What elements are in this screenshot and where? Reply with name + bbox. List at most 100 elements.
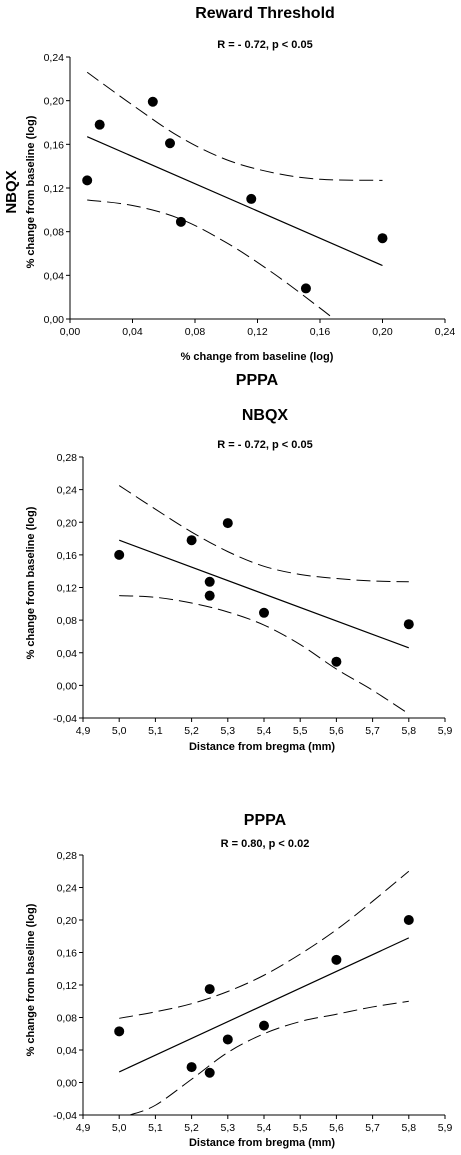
x-tick-label: 0,24 (435, 326, 456, 338)
y-tick-label: 0,08 (57, 615, 78, 627)
data-point (331, 954, 342, 965)
plot-marks (86, 71, 383, 319)
x-tick-label: 5,8 (401, 725, 416, 737)
x-tick-label: 5,4 (257, 725, 272, 737)
x-tick-label: 5,0 (112, 725, 127, 737)
y-tick-label: 0,08 (44, 227, 65, 239)
y-tick-label: 0,28 (57, 850, 78, 862)
ci-upper-curve (119, 870, 410, 1019)
x-tick-label: 5,5 (293, 725, 308, 737)
plot-area: 0,00 0,04 0,08 0,12 0,16 0,20 0,24 0,00 0,04 0,08… (44, 52, 456, 338)
ci-lower-curve (129, 1000, 409, 1115)
chart-title: NBQX (242, 407, 289, 424)
data-point (403, 619, 414, 630)
ci-lower-curve (119, 595, 410, 715)
x-tick-label: 0,08 (185, 326, 206, 338)
data-point (186, 1062, 197, 1073)
x-tick-label: 5,9 (438, 725, 453, 737)
panel-nbqx: NBQX R = - 0.72, p < 0.05 % change from … (25, 407, 452, 753)
data-point (175, 216, 186, 227)
x-tick-label: 5,9 (438, 1122, 453, 1134)
y-tick-label: 0,16 (57, 550, 78, 562)
data-point (204, 1067, 215, 1078)
data-point (114, 549, 125, 560)
x-tick-label: 5,4 (257, 1122, 272, 1134)
plot-marks (118, 485, 410, 715)
chart-title: Reward Threshold (195, 5, 335, 22)
x-tick-label: 5,3 (220, 1122, 235, 1134)
data-point (403, 915, 414, 925)
x-axis-label: Distance from bregma (mm) (189, 741, 335, 753)
x-tick-label: 5,8 (401, 1122, 416, 1134)
data-point (94, 119, 105, 130)
x-tick-label: 5,1 (148, 1122, 163, 1134)
x-tick-label: 0,04 (122, 326, 143, 338)
x-tick-label: 5,3 (220, 725, 235, 737)
y-tick-label: 0,24 (57, 485, 78, 497)
stat-text: R = - 0.72, p < 0.05 (217, 439, 312, 451)
data-point (82, 175, 93, 186)
y-tick-label: 0,24 (57, 883, 78, 895)
y-tick-label: 0,00 (44, 314, 65, 326)
data-point (331, 656, 342, 667)
bottom-label: PPPA (236, 372, 279, 389)
ci-upper-curve (118, 485, 409, 583)
y-tick-label: 0,24 (44, 52, 65, 64)
data-point (246, 193, 257, 204)
data-point (222, 518, 233, 529)
data-point (204, 984, 215, 995)
y-axis-label: % change from baseline (log) (25, 506, 37, 659)
y-tick-label: 0,12 (57, 583, 78, 595)
data-point (204, 590, 215, 601)
side-label: NBQX (3, 170, 20, 213)
regression-line (118, 539, 410, 649)
y-tick-label: 0,20 (44, 96, 65, 108)
x-tick-label: 4,9 (76, 725, 91, 737)
data-point (114, 1026, 125, 1037)
y-tick-label: 0,08 (57, 1013, 78, 1025)
y-tick-label: 0,00 (57, 1078, 78, 1090)
y-axis-label: % change from baseline (log) (25, 903, 37, 1056)
y-tick-label: 0,12 (57, 980, 78, 992)
x-tick-label: 0,00 (60, 326, 81, 338)
x-tick-label: 5,2 (184, 1122, 199, 1134)
plot-marks (118, 870, 410, 1115)
data-point (259, 1020, 269, 1031)
x-tick-label: 5,7 (365, 1122, 380, 1134)
x-tick-label: 5,6 (329, 1122, 344, 1134)
y-tick-label: -0,04 (53, 1110, 77, 1122)
x-tick-label: 5,5 (293, 1122, 308, 1134)
panel-pppa: PPPA R = 0.80, p < 0.02 % change from ba… (25, 812, 452, 1149)
data-point (147, 96, 158, 107)
y-axis-label: % change from baseline (log) (25, 115, 37, 268)
data-point (186, 535, 197, 546)
x-tick-label: 0,12 (247, 326, 268, 338)
plot-area: -0,04 0,00 0,04 0,08 0,12 0,16 0,20 0,24 0,28 4,9… (53, 452, 452, 737)
x-tick-label: 5,1 (148, 725, 163, 737)
panel-reward-threshold: Reward Threshold R = - 0.72, p < 0.05 NB… (3, 5, 455, 389)
data-point (204, 576, 215, 587)
y-tick-label: 0,16 (44, 139, 65, 151)
stat-text: R = - 0.72, p < 0.05 (217, 39, 312, 51)
x-tick-label: 5,2 (184, 725, 199, 737)
y-tick-label: 0,20 (57, 915, 78, 927)
chart-title: PPPA (244, 812, 287, 829)
y-tick-label: 0,04 (44, 270, 65, 282)
plot-area: -0,04 0,00 0,04 0,08 0,12 0,16 0,20 0,24 0,28 4,9… (53, 850, 452, 1134)
y-tick-label: -0,04 (53, 713, 77, 725)
ci-upper-curve (86, 71, 383, 181)
y-tick-label: 0,28 (57, 452, 78, 464)
x-tick-label: 5,6 (329, 725, 344, 737)
y-tick-label: 0,16 (57, 948, 78, 960)
regression-line (86, 136, 383, 267)
data-point (165, 138, 175, 149)
regression-line (118, 937, 410, 1073)
y-tick-label: 0,04 (57, 1045, 78, 1057)
data-point (377, 233, 388, 244)
x-axis-label: Distance from bregma (mm) (189, 1137, 335, 1149)
data-point (222, 1034, 233, 1045)
x-tick-label: 5,7 (365, 725, 380, 737)
x-axis-label: % change from baseline (log) (181, 351, 334, 363)
y-tick-label: 0,04 (57, 648, 78, 660)
